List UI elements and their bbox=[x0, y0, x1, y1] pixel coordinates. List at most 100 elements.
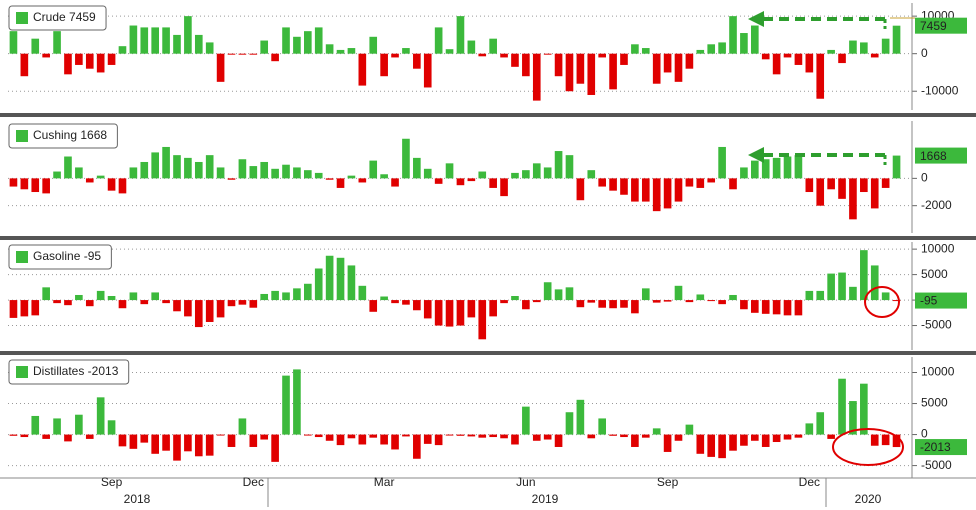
bar bbox=[609, 53, 617, 90]
bar bbox=[129, 167, 138, 179]
bar bbox=[849, 401, 857, 435]
bar bbox=[751, 160, 759, 179]
bar bbox=[260, 434, 269, 440]
bar bbox=[816, 412, 825, 435]
bar bbox=[718, 42, 726, 54]
bar bbox=[238, 53, 247, 55]
bar bbox=[282, 375, 290, 435]
bar bbox=[173, 155, 181, 179]
bar bbox=[293, 369, 301, 435]
bar bbox=[685, 53, 694, 69]
legend-swatch bbox=[16, 12, 28, 24]
bar bbox=[598, 418, 606, 435]
y-tick-label: 10000 bbox=[921, 241, 955, 255]
bar bbox=[696, 294, 705, 301]
bar bbox=[314, 268, 323, 301]
bar bbox=[151, 434, 159, 454]
bar bbox=[162, 27, 170, 54]
y-tick-label: -5000 bbox=[921, 458, 952, 472]
bar bbox=[652, 53, 661, 84]
bar bbox=[860, 383, 868, 435]
y-tick-label: 0 bbox=[921, 46, 928, 60]
bar bbox=[151, 27, 159, 54]
bar bbox=[794, 300, 803, 316]
bar bbox=[434, 434, 443, 446]
bar bbox=[445, 300, 454, 327]
bar bbox=[140, 434, 149, 443]
bar bbox=[631, 300, 639, 314]
bar bbox=[718, 146, 726, 179]
bar bbox=[827, 273, 835, 301]
bar bbox=[489, 38, 497, 54]
bar bbox=[794, 53, 803, 65]
bar bbox=[271, 168, 279, 179]
bar bbox=[238, 418, 247, 435]
bar bbox=[282, 292, 290, 301]
bar bbox=[205, 434, 214, 456]
bar bbox=[609, 178, 617, 191]
bar bbox=[838, 178, 846, 199]
bar bbox=[227, 300, 236, 307]
bar bbox=[205, 155, 214, 179]
x-tick-label: Dec bbox=[799, 475, 820, 489]
bar bbox=[304, 283, 312, 301]
bar bbox=[85, 434, 94, 439]
bar bbox=[870, 434, 879, 446]
bar bbox=[881, 292, 890, 301]
bar bbox=[434, 300, 443, 326]
bar bbox=[20, 178, 29, 190]
bar bbox=[816, 290, 825, 301]
bar bbox=[42, 53, 50, 58]
bar bbox=[881, 178, 890, 188]
bar bbox=[729, 434, 737, 451]
bar bbox=[598, 178, 606, 187]
bar bbox=[587, 170, 596, 179]
bar bbox=[707, 44, 716, 54]
bar bbox=[107, 178, 116, 191]
bar bbox=[707, 300, 716, 302]
bar bbox=[587, 300, 596, 303]
bar bbox=[347, 175, 356, 179]
bar bbox=[783, 156, 792, 179]
bar bbox=[434, 27, 443, 54]
y-tick-label: 5000 bbox=[921, 396, 948, 410]
bar bbox=[64, 156, 72, 179]
bar bbox=[347, 48, 356, 54]
bar bbox=[740, 300, 748, 310]
bar bbox=[249, 166, 258, 179]
bar bbox=[456, 178, 465, 186]
bar bbox=[554, 434, 563, 447]
bar bbox=[184, 16, 192, 54]
bar bbox=[162, 146, 170, 179]
bar bbox=[729, 294, 737, 301]
legend-label: Crude 7459 bbox=[33, 10, 96, 24]
bar bbox=[696, 49, 705, 54]
value-label: 1668 bbox=[920, 149, 947, 163]
bar bbox=[216, 300, 225, 318]
bar bbox=[336, 178, 345, 188]
bar bbox=[772, 300, 781, 315]
bar bbox=[96, 53, 105, 73]
value-label-box bbox=[915, 439, 967, 456]
bar bbox=[304, 31, 312, 54]
bar bbox=[761, 159, 770, 179]
bar bbox=[293, 36, 301, 54]
bar bbox=[9, 31, 18, 54]
bar bbox=[31, 178, 40, 193]
y-tick-label: 10000 bbox=[921, 365, 955, 379]
bar bbox=[522, 300, 530, 310]
bar bbox=[554, 151, 563, 179]
bar bbox=[64, 53, 72, 75]
bar bbox=[75, 414, 83, 435]
bar bbox=[64, 300, 72, 306]
bar bbox=[849, 178, 857, 220]
bar bbox=[173, 434, 181, 461]
bar bbox=[609, 300, 617, 309]
bar bbox=[271, 53, 279, 62]
bar bbox=[707, 178, 716, 183]
bar bbox=[271, 290, 279, 301]
bar bbox=[620, 434, 628, 438]
bar bbox=[140, 27, 149, 54]
bar bbox=[620, 178, 628, 195]
